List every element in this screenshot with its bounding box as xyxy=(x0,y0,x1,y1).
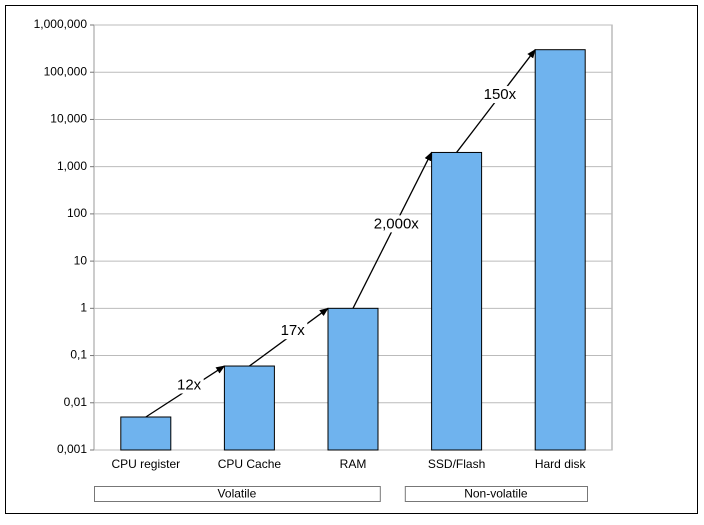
y-tick-label: 1 xyxy=(80,301,87,315)
group-label: Non-volatile xyxy=(464,487,528,501)
annotation-bg xyxy=(371,215,422,233)
bar xyxy=(431,151,483,451)
x-tick-label: CPU register xyxy=(111,457,180,471)
bar xyxy=(120,416,172,451)
annotation: 150x xyxy=(484,86,517,103)
x-tick-label: SSD/Flash xyxy=(428,457,485,471)
annotation-bg xyxy=(481,86,519,104)
y-tick-label: 1,000 xyxy=(57,159,87,173)
bar xyxy=(223,365,275,451)
y-tick-label: 100 xyxy=(67,206,87,220)
y-tick-label: 10 xyxy=(74,253,88,267)
annotation-bg xyxy=(175,376,204,394)
bar xyxy=(327,307,379,451)
group-label: Volatile xyxy=(218,487,257,501)
annotation: 12x xyxy=(177,376,202,393)
y-tick-label: 1,000,000 xyxy=(34,17,88,31)
annotation-bg xyxy=(278,322,308,340)
y-tick-label: 0,1 xyxy=(70,348,87,362)
x-tick-label: Hard disk xyxy=(535,457,587,471)
group-box xyxy=(404,486,588,502)
y-tick-label: 0,001 xyxy=(57,442,87,456)
bar xyxy=(534,49,586,451)
y-tick-label: 10,000 xyxy=(50,112,87,126)
y-tick-label: 0,01 xyxy=(64,395,88,409)
group-box xyxy=(94,486,381,502)
x-tick-label: RAM xyxy=(340,457,367,471)
annotation: 17x xyxy=(281,322,306,339)
y-tick-label: 100,000 xyxy=(44,64,88,78)
annotation: 2,000x xyxy=(374,215,420,232)
x-tick-label: CPU Cache xyxy=(218,457,282,471)
